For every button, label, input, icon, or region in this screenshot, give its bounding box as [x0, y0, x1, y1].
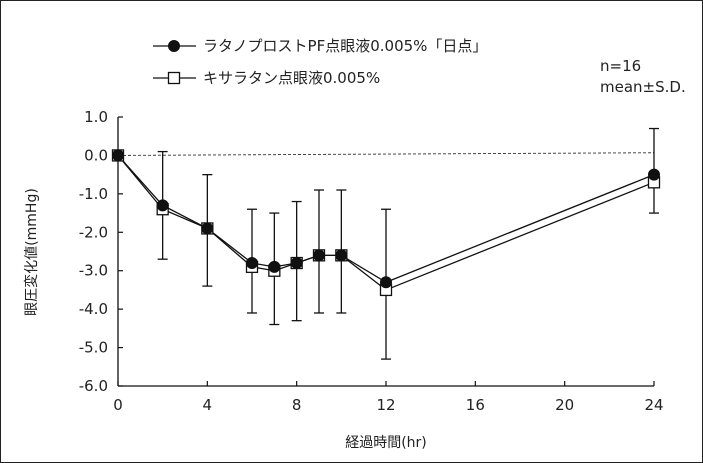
y-tick-label-3: -2.0	[79, 223, 108, 241]
point-latanoprost-1	[156, 199, 169, 212]
y-tick-label-7: -6.0	[79, 377, 108, 395]
y-tick-label-6: -5.0	[79, 339, 108, 357]
x-tick-label-4: 16	[466, 396, 485, 414]
x-tick-label-3: 12	[376, 396, 395, 414]
x-tick-label-2: 8	[292, 396, 302, 414]
x-tick-label-5: 20	[555, 396, 574, 414]
point-latanoprost-7	[335, 249, 348, 262]
y-tick-label-4: -3.0	[79, 262, 108, 280]
x-tick-label-6: 24	[644, 396, 663, 414]
point-latanoprost-9	[648, 168, 660, 181]
y-tick-label-5: -4.0	[79, 300, 108, 318]
x-tick-label-0: 0	[113, 396, 123, 414]
legend-marker-latanoprost	[168, 40, 180, 52]
y-tick-label-1: 0.0	[84, 146, 108, 164]
statistic-note: mean±S.D.	[600, 78, 686, 96]
point-latanoprost-3	[246, 257, 258, 270]
zero-reference-line	[117, 152, 655, 156]
y-tick-label-0: 1.0	[84, 108, 108, 126]
legend-label-xalatan: キサラタン点眼液0.005%	[203, 69, 380, 87]
point-latanoprost-4	[268, 260, 281, 273]
plot-area: 1.0 0.0 -1.0 -2.0 -3.0 -4.0 -5.0 -6.0 0 4 8 12 16 20 2…	[79, 108, 664, 414]
point-latanoprost-8	[380, 276, 392, 289]
point-latanoprost-0	[112, 149, 124, 162]
point-latanoprost-5	[290, 257, 303, 270]
legend: ラタノプロストPF点眼液0.005%「日点」 キサラタン点眼液0.005%	[153, 37, 487, 87]
y-axis-title: 眼圧変化値(mmHg)	[23, 188, 40, 316]
series-line-0	[117, 154, 655, 283]
sample-size-note: n=16	[600, 57, 641, 75]
x-axis-title: 経過時間(hr)	[345, 435, 427, 451]
legend-marker-xalatan	[167, 71, 181, 85]
legend-label-latanoprost: ラタノプロストPF点眼液0.005%「日点」	[203, 37, 487, 55]
series-line-1	[117, 155, 655, 291]
x-tick-label-1: 4	[203, 396, 213, 414]
y-tick-label-2: -1.0	[79, 185, 108, 203]
point-latanoprost-6	[313, 249, 325, 262]
point-latanoprost-2	[201, 222, 214, 235]
